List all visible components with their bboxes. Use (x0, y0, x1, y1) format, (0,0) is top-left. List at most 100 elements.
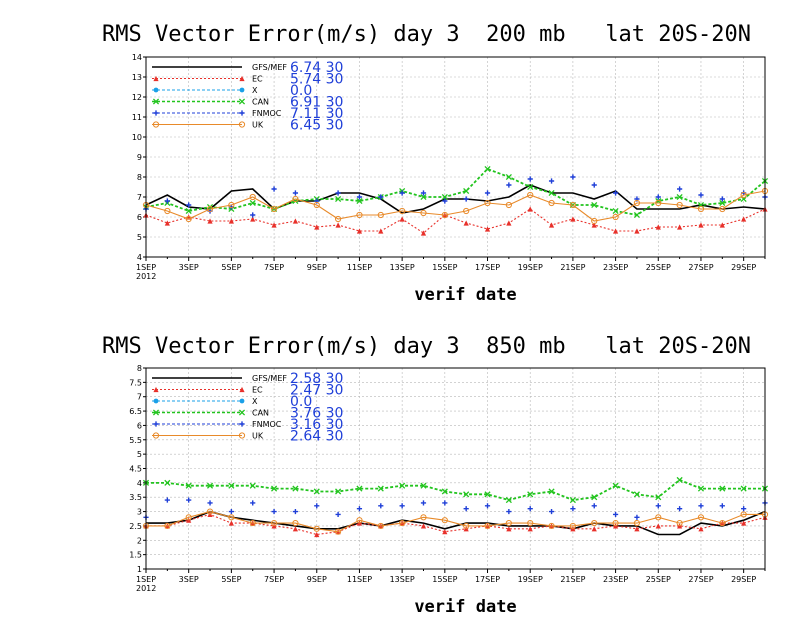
legend-marker-x (153, 87, 159, 93)
data-point-uk (292, 195, 299, 203)
legend-label-gfs-mef: GFS/MEF (252, 374, 287, 383)
y-tick-label: 7 (137, 393, 142, 402)
data-point-can (569, 497, 576, 504)
x-tick-label: 1SEP (136, 575, 156, 584)
data-point-uk (612, 213, 619, 221)
data-point-uk (335, 215, 342, 223)
legend-marker-can (152, 98, 160, 105)
legend-marker-uk (238, 432, 246, 439)
data-point-ec (506, 220, 512, 226)
data-point-uk (548, 522, 555, 530)
y-tick-label: 12 (132, 93, 142, 102)
x-tick-label: 11SEP (347, 575, 372, 584)
data-point-uk (527, 191, 534, 199)
data-point-uk (633, 519, 641, 527)
y-tick-label: 7.5 (129, 378, 142, 387)
data-point-can (527, 491, 534, 498)
y-tick-label: 5 (137, 233, 142, 242)
legend-label-fnmoc: FNMOC (252, 420, 282, 429)
x-tick-label: 29SEP (731, 263, 756, 272)
legend-marker-fnmoc (153, 421, 159, 427)
legend-marker-uk (152, 432, 160, 439)
data-point-can (185, 482, 192, 489)
data-point-ec (506, 526, 512, 532)
data-point-fnmoc (655, 503, 661, 509)
legend-value-x: 0.0 (290, 394, 312, 410)
legend-marker-x (153, 398, 159, 404)
x-tick-label: 23SEP (603, 263, 628, 272)
y-tick-label: 7 (137, 193, 142, 202)
data-point-can (377, 485, 384, 492)
data-point-uk (399, 207, 406, 215)
data-point-fnmoc (378, 503, 384, 509)
data-point-can (676, 193, 683, 201)
data-point-uk (356, 211, 363, 219)
data-point-fnmoc (463, 506, 469, 512)
plot-frame (145, 367, 766, 570)
legend: GFS/MEF 6.74 30 EC 5.74 30 X 0.0 CAN 6.91 30 FNM… (152, 60, 343, 134)
data-point-fnmoc (698, 192, 704, 198)
legend-value-uk: 2.64 30 (290, 429, 343, 445)
x-tick-label: 19SEP (518, 263, 543, 272)
legend-marker-ec (153, 386, 159, 393)
data-point-can (420, 193, 427, 201)
data-point-can (441, 193, 448, 201)
legend-label-x: X (252, 397, 258, 406)
data-point-can (612, 482, 619, 489)
data-point-can (356, 485, 363, 492)
data-point-can (463, 187, 470, 195)
data-point-fnmoc (186, 497, 192, 503)
data-point-can (591, 201, 598, 209)
legend-marker-can (238, 409, 246, 416)
data-point-ec (292, 218, 299, 224)
x-tick-label: 7SEP (264, 575, 284, 584)
data-point-can (356, 197, 363, 205)
series-line-gfs-mef (145, 184, 766, 214)
y-tick-label: 11 (132, 113, 142, 122)
data-point-can (719, 485, 726, 492)
data-point-can (591, 494, 598, 501)
legend-marker-uk (152, 121, 160, 128)
data-point-fnmoc (506, 182, 512, 188)
data-point-ec (484, 226, 491, 232)
data-point-ec (271, 222, 277, 228)
data-point-can (740, 485, 747, 492)
legend-value-x: 0.0 (290, 83, 312, 99)
y-tick-label: 3.5 (129, 493, 142, 502)
data-point-uk (228, 201, 235, 209)
data-point-uk (569, 522, 576, 530)
series-line-uk (145, 190, 766, 222)
y-tick-label: 9 (137, 153, 142, 162)
data-point-fnmoc (399, 190, 405, 196)
x-tick-label: 2012 (136, 584, 156, 593)
data-point-fnmoc (271, 508, 277, 515)
data-point-fnmoc (548, 508, 555, 515)
data-point-fnmoc (484, 503, 491, 509)
y-tick-label: 2 (137, 536, 142, 545)
data-point-ec (442, 529, 448, 535)
data-point-uk (420, 209, 427, 217)
data-point-ec (548, 222, 555, 228)
data-point-uk (228, 514, 235, 521)
x-tick-label: 3SEP (179, 263, 199, 272)
data-point-fnmoc (356, 194, 363, 200)
legend-value-ec: 5.74 30 (290, 72, 343, 88)
x-axis-label: verif date (414, 285, 516, 305)
data-point-uk (249, 193, 256, 201)
data-point-ec (698, 222, 704, 228)
data-point-uk (719, 519, 726, 527)
data-point-uk (164, 207, 171, 215)
data-point-uk (569, 201, 576, 209)
data-point-ec (314, 224, 320, 230)
data-point-fnmoc (612, 511, 619, 518)
series-group (142, 476, 769, 538)
x-tick-label: 27SEP (688, 575, 713, 584)
data-point-can (527, 183, 534, 191)
data-point-can (271, 485, 278, 492)
data-point-fnmoc (527, 176, 533, 182)
data-point-ec (570, 216, 576, 222)
x-tick-label: 19SEP (518, 575, 543, 584)
data-point-uk (292, 519, 299, 527)
data-point-fnmoc (527, 506, 533, 512)
